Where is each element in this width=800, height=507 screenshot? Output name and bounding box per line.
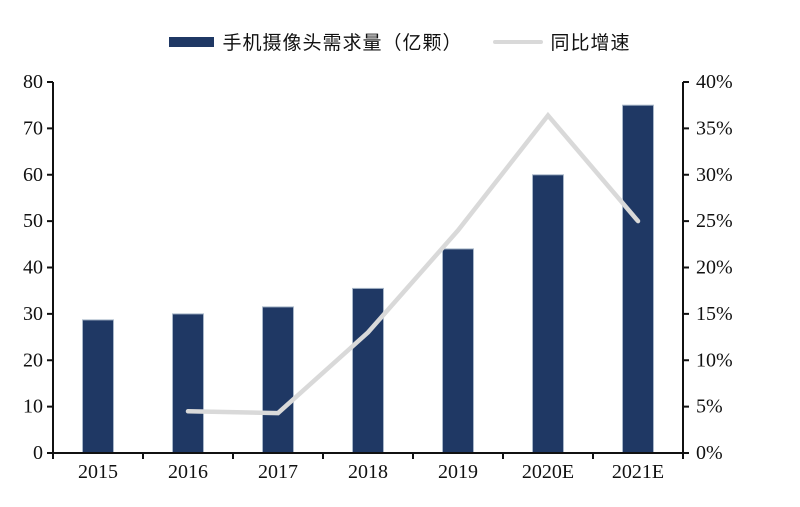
chart-legend: 手机摄像头需求量（亿颗） 同比增速 xyxy=(0,28,800,55)
y-right-label-25%: 25% xyxy=(696,210,733,232)
bar-2017 xyxy=(262,306,294,454)
growth-line-series xyxy=(185,111,641,416)
y-right-label-10%: 10% xyxy=(696,349,733,371)
bar-2018 xyxy=(352,287,384,454)
y-right-label-5%: 5% xyxy=(696,396,723,418)
x-axis-label-2021E: 2021E xyxy=(612,461,664,483)
y-right-label-35%: 35% xyxy=(696,117,733,139)
y-right-label-0%: 0% xyxy=(696,442,723,464)
bar-2016 xyxy=(172,313,204,454)
x-axis-label-2016: 2016 xyxy=(168,461,208,483)
y-left-label-50: 50 xyxy=(23,210,43,232)
x-axis-label-2019: 2019 xyxy=(438,461,478,483)
x-axis-label-2015: 2015 xyxy=(78,461,118,483)
y-right-label-40%: 40% xyxy=(696,71,733,93)
x-axis-label-2017: 2017 xyxy=(258,461,298,483)
y-left-label-30: 30 xyxy=(23,303,43,325)
y-right-label-15%: 15% xyxy=(696,303,733,325)
bar-2020E xyxy=(532,174,564,454)
y-left-label-40: 40 xyxy=(23,257,43,279)
bar-series-swatch-icon xyxy=(169,36,215,47)
y-left-label-70: 70 xyxy=(23,117,43,139)
legend-item-line-series: 同比增速 xyxy=(492,28,631,55)
x-axis-label-2020E: 2020E xyxy=(522,461,574,483)
y-right-label-20%: 20% xyxy=(696,257,733,279)
line-series-swatch-icon xyxy=(492,39,543,44)
legend-item-bar-series: 手机摄像头需求量（亿颗） xyxy=(169,28,462,55)
y-left-label-80: 80 xyxy=(23,71,43,93)
y-left-label-10: 10 xyxy=(23,396,43,418)
x-axis-label-2018: 2018 xyxy=(348,461,388,483)
y-left-label-60: 60 xyxy=(23,164,43,186)
bar-2019 xyxy=(442,248,474,454)
y-right-label-30%: 30% xyxy=(696,164,733,186)
y-left-label-0: 0 xyxy=(33,442,43,464)
y-left-label-20: 20 xyxy=(23,349,43,371)
bar-series-label: 手机摄像头需求量（亿颗） xyxy=(222,33,463,54)
bar-2015 xyxy=(82,319,114,454)
line-series-label: 同比增速 xyxy=(550,33,631,54)
bar-2021E xyxy=(622,104,654,454)
